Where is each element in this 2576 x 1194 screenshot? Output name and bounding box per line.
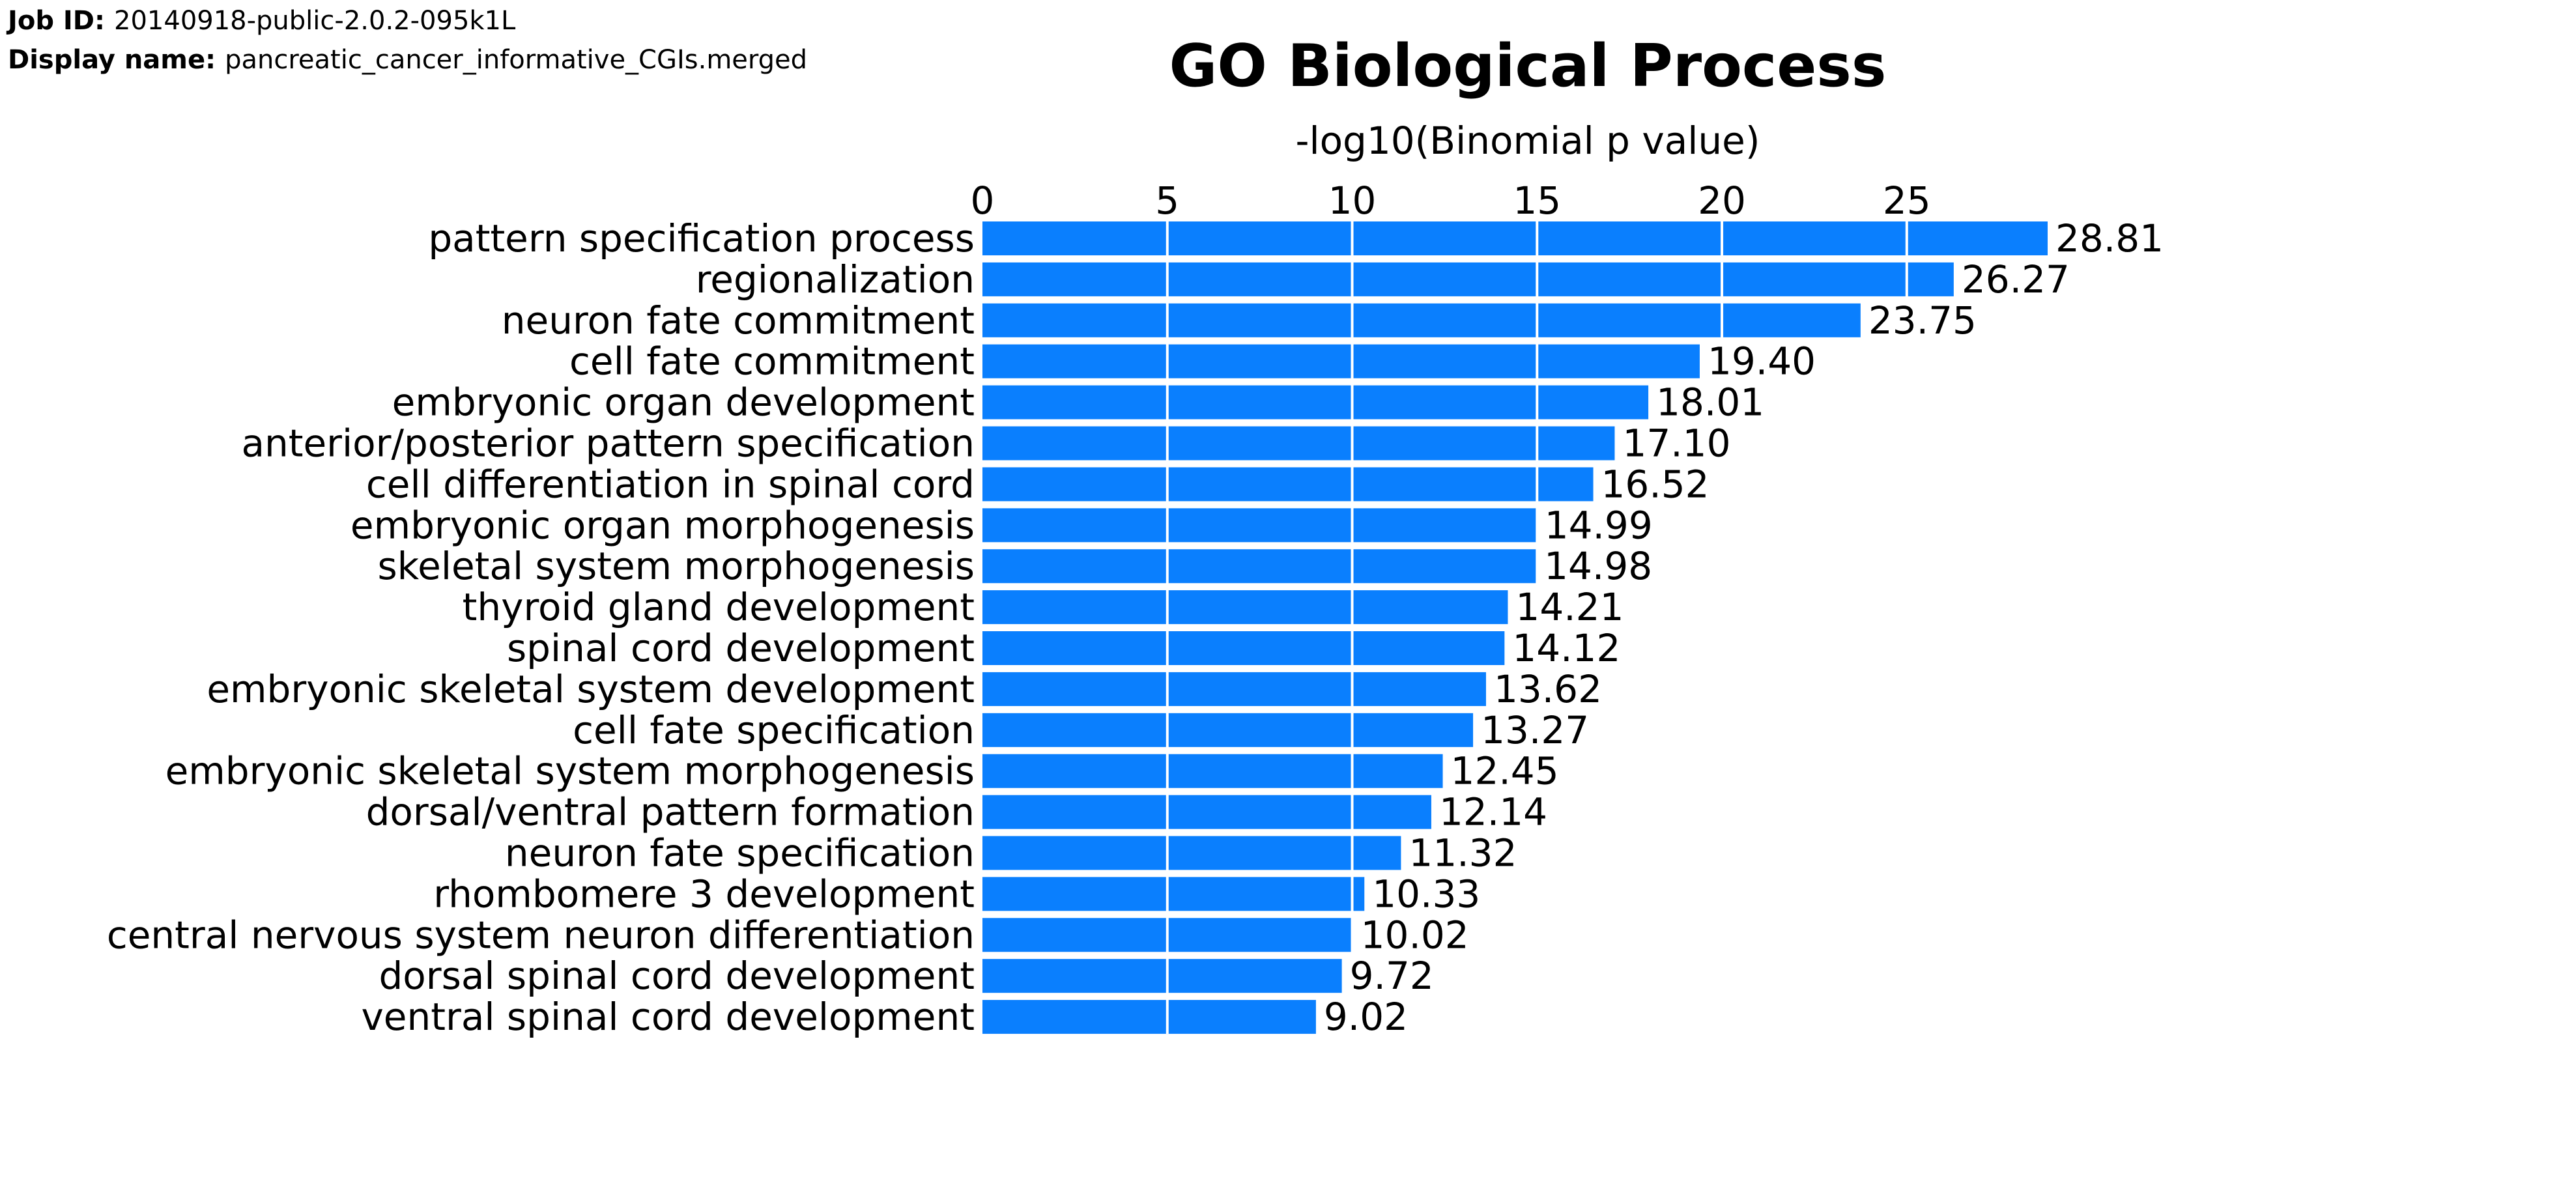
category-label-11: spinal cord development [507,626,975,670]
bar-12 [982,672,1486,706]
bar-11 [982,631,1505,665]
value-label-13: 13.27 [1481,708,1589,752]
value-label-7: 16.52 [1601,462,1710,506]
category-label-6: anterior/posterior pattern specification [241,421,975,466]
job-id-line: Job ID: 20140918-public-2.0.2-095k1L [8,5,515,36]
bar-9 [982,549,1537,584]
category-label-2: regionalization [696,257,975,302]
category-label-9: skeletal system morphogenesis [377,544,975,588]
gridlines [1166,221,1908,1034]
category-label-13: cell fate specification [573,708,975,752]
job-id-label: Job ID: [8,6,106,36]
bar-6 [982,426,1615,461]
x-tick-label-10: 10 [1328,178,1377,223]
x-axis-label: -log10(Binomial p value) [1296,119,1760,163]
category-label-8: embryonic organ morphogenesis [351,503,975,547]
value-label-15: 12.14 [1439,790,1547,834]
display-name-value: pancreatic_cancer_informative_CGIs.merge… [225,45,808,75]
bar-8 [982,508,1537,543]
category-label-16: neuron fate specification [505,831,975,875]
category-labels: pattern specification processregionaliza… [107,216,975,1039]
x-axis-ticks: 0 5 10 15 20 25 [971,178,1931,223]
x-tick-label-25: 25 [1883,178,1931,223]
x-tick-label-5: 5 [1155,178,1179,223]
category-label-1: pattern specification process [428,216,975,261]
display-name-line: Display name: pancreatic_cancer_informati… [8,44,807,76]
x-tick-label-15: 15 [1513,178,1561,223]
value-label-12: 13.62 [1494,667,1602,711]
bar-4 [982,344,1700,378]
bar-14 [982,754,1443,788]
value-label-4: 19.40 [1708,339,1816,384]
category-label-5: embryonic organ development [392,380,975,425]
bar-13 [982,713,1474,747]
value-label-6: 17.10 [1622,421,1730,466]
bar-3 [982,303,1861,337]
category-label-17: rhombomere 3 development [433,872,975,916]
value-label-20: 9.02 [1324,995,1408,1039]
job-id-value: 20140918-public-2.0.2-095k1L [114,6,516,36]
bar-5 [982,385,1649,419]
category-label-14: embryonic skeletal system morphogenesis [165,749,975,793]
category-label-3: neuron fate commitment [502,298,975,343]
bar-7 [982,467,1594,502]
x-tick-label-0: 0 [971,178,995,223]
bar-19 [982,959,1342,993]
value-label-10: 14.21 [1515,585,1624,629]
value-label-8: 14.99 [1545,503,1653,547]
value-label-9: 14.98 [1544,544,1652,588]
chart-title: GO Biological Process [1169,32,1887,100]
value-label-19: 9.72 [1350,954,1434,998]
category-label-19: dorsal spinal cord development [379,954,975,998]
bar-15 [982,795,1431,829]
bar-2 [982,262,1954,296]
value-label-3: 23.75 [1868,298,1977,343]
category-label-10: thyroid gland development [463,585,975,629]
category-label-12: embryonic skeletal system development [207,667,975,711]
value-label-17: 10.33 [1372,872,1480,916]
value-label-5: 18.01 [1656,380,1764,425]
bar-17 [982,877,1365,911]
value-label-18: 10.02 [1361,913,1469,957]
value-label-2: 26.27 [1962,257,2070,302]
category-label-15: dorsal/ventral pattern formation [366,790,975,834]
x-tick-label-20: 20 [1698,178,1746,223]
display-name-label: Display name: [8,45,216,75]
category-label-18: central nervous system neuron differenti… [107,913,975,957]
bar-20 [982,1000,1316,1034]
value-label-1: 28.81 [2055,216,2164,261]
category-label-7: cell differentiation in spinal cord [366,462,975,506]
bar-1 [982,221,2048,255]
value-label-11: 14.12 [1512,626,1620,670]
value-label-16: 11.32 [1409,831,1517,875]
bar-10 [982,590,1508,625]
bars [982,221,2048,1034]
bar-16 [982,836,1401,870]
category-label-4: cell fate commitment [569,339,975,384]
value-label-14: 12.45 [1451,749,1559,793]
category-label-20: ventral spinal cord development [361,995,975,1039]
